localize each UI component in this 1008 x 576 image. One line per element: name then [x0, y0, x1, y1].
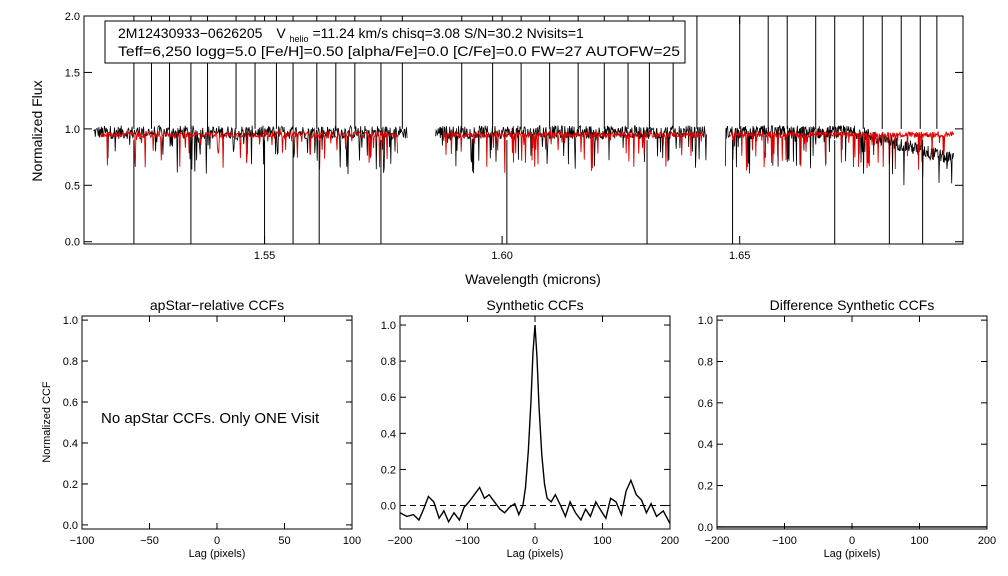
info-box: 2M12430933−0626205 V helio =11.24 km/s c… — [104, 20, 686, 64]
spectrum-x-tick-label: 1.60 — [491, 250, 512, 262]
difference-ccf-y-tick-label: 0.6 — [698, 398, 713, 410]
apstar-ccf-x-tick-label: 0 — [214, 535, 220, 547]
synthetic-ccf-plot-area — [399, 324, 671, 524]
apstar-ccf-title: apStar−relative CCFs — [150, 297, 284, 313]
synthetic-ccf-x-tick-label: 100 — [593, 535, 611, 547]
difference-ccf-panel: Difference Synthetic CCFs −200 −100 0 100 20… — [698, 297, 996, 560]
synthetic-ccf-x-tick-label: −100 — [455, 535, 480, 547]
apstar-ccf-y-tick-label: 0.4 — [63, 438, 78, 450]
difference-ccf-x-tick-label: 100 — [910, 535, 928, 547]
apstar-ccf-x-tick-label: 100 — [343, 535, 361, 547]
synthetic-ccf-y-tick-label: 0.2 — [381, 464, 396, 476]
difference-ccf-y-tick-label: 0.0 — [698, 522, 713, 534]
difference-ccf-y-tick-label: 1.0 — [698, 315, 713, 327]
v-subscript: helio — [290, 34, 309, 44]
synthetic-ccf-y-tick-label: 1.0 — [381, 320, 396, 332]
spectrum-x-label: Wavelength (microns) — [465, 271, 601, 287]
apstar-ccf-y-tick-label: 0.6 — [63, 397, 78, 409]
synthetic-ccf-x-tick-label: 0 — [532, 535, 538, 547]
ccf-y-label: Normalized CCF — [41, 381, 53, 463]
spectrum-y-tick-label: 1.5 — [65, 67, 80, 79]
spectrum-frame — [83, 15, 964, 245]
spectrum-ticks: 1.55 1.60 1.65 0.0 0.5 1.0 1.5 2.0 — [65, 11, 963, 262]
apstar-ccf-annotation: No apStar CCFs. Only ONE Visit — [101, 410, 320, 427]
synthetic-spectrum-line — [100, 130, 954, 173]
synthetic-ccf-panel: Synthetic CCFs −200 −100 0 100 200 0.0 0.2 0.4 0… — [381, 297, 679, 560]
apstar-ccf-y-tick-label: 1.0 — [63, 315, 78, 327]
synthetic-ccf-y-tick-label: 0.4 — [381, 428, 396, 440]
synthetic-ccf-frame — [399, 315, 671, 530]
apstar-ccf-x-tick-label: −100 — [70, 535, 95, 547]
difference-ccf-x-tick-label: 200 — [978, 535, 996, 547]
difference-ccf-x-tick-label: −100 — [772, 535, 797, 547]
difference-ccf-x-tick-label: −200 — [705, 535, 730, 547]
apstar-ccf-x-label: Lag (pixels) — [189, 548, 246, 560]
spectrum-x-tick-label: 1.65 — [729, 250, 750, 262]
apstar-ccf-y-tick-label: 0.8 — [63, 356, 78, 368]
apstar-ccf-panel: apStar−relative CCFs −100 −50 0 50 100 0.0 0.2… — [41, 297, 361, 560]
star-id: 2M12430933−0626205 — [118, 25, 263, 41]
info-line-2: Teff=6,250 logg=5.0 [Fe/H]=0.50 [alpha/F… — [118, 43, 680, 59]
spectrum-y-label: Normalized Flux — [29, 80, 45, 181]
info-box-frame — [104, 20, 686, 64]
synthetic-ccf-x-tick-label: −200 — [388, 535, 413, 547]
synthetic-ccf-title: Synthetic CCFs — [486, 297, 583, 313]
synthetic-ccf-x-label: Lag (pixels) — [507, 548, 564, 560]
synthetic-ccf-y-tick-label: 0.8 — [381, 356, 396, 368]
synthetic-ccf-ticks: −200 −100 0 100 200 0.0 0.2 0.4 0.6 0.8 1.0 — [381, 316, 679, 547]
spectrum-y-tick-label: 2.0 — [65, 11, 80, 23]
difference-ccf-frame — [716, 315, 988, 530]
difference-ccf-ticks: −200 −100 0 100 200 0.0 0.2 0.4 0.6 0.8 1.0 — [698, 315, 996, 547]
apstar-ccf-x-tick-label: 50 — [278, 535, 290, 547]
difference-ccf-y-tick-label: 0.8 — [698, 356, 713, 368]
synthetic-ccf-line — [399, 324, 671, 524]
v-label: V — [276, 25, 286, 41]
info-line-1: 2M12430933−0626205 V helio =11.24 km/s c… — [118, 25, 584, 45]
synthetic-ccf-y-tick-label: 0.6 — [381, 392, 396, 404]
spectrum-x-tick-label: 1.55 — [254, 250, 275, 262]
difference-ccf-title: Difference Synthetic CCFs — [770, 297, 935, 313]
spectrum-y-tick-label: 0.5 — [65, 180, 80, 192]
difference-ccf-y-tick-label: 0.4 — [698, 439, 713, 451]
spectrum-y-tick-label: 1.0 — [65, 124, 80, 136]
spectrum-panel: 1.55 1.60 1.65 0.0 0.5 1.0 1.5 2.0 2M12430933−0… — [29, 11, 964, 287]
difference-ccf-y-tick-label: 0.2 — [698, 481, 713, 493]
difference-ccf-x-label: Lag (pixels) — [824, 548, 881, 560]
spectrum-y-tick-label: 0.0 — [65, 237, 80, 249]
difference-ccf-x-tick-label: 0 — [849, 535, 855, 547]
apstar-ccf-x-tick-label: −50 — [140, 535, 159, 547]
apstar-ccf-ticks: −100 −50 0 50 100 0.0 0.2 0.4 0.6 0.8 1.0 — [63, 315, 361, 547]
info-line-1-rest: =11.24 km/s chisq=3.08 S/N=30.2 Nvisits=… — [312, 25, 584, 41]
apstar-ccf-y-tick-label: 0.2 — [63, 479, 78, 491]
apstar-ccf-y-tick-label: 0.0 — [63, 520, 78, 532]
synthetic-ccf-x-tick-label: 200 — [661, 535, 679, 547]
synthetic-ccf-y-tick-label: 0.0 — [381, 501, 396, 513]
